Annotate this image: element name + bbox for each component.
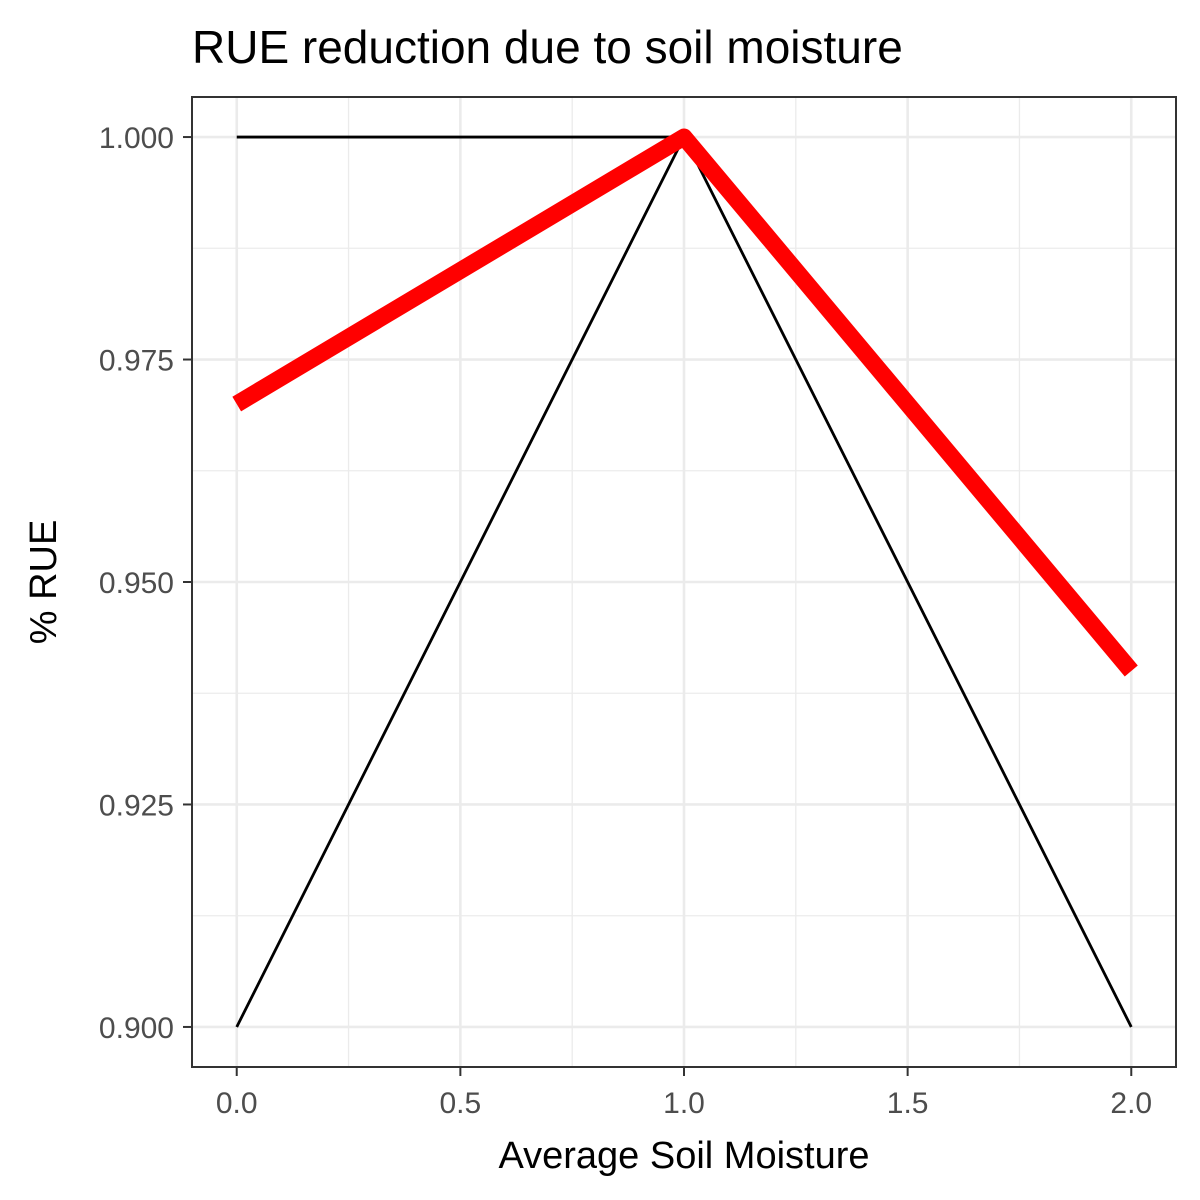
- x-axis-title: Average Soil Moisture: [498, 1135, 869, 1177]
- x-tick-label: 0.0: [216, 1087, 258, 1120]
- x-axis-ticks: 0.0 0.5 1.0 1.5 2.0: [216, 1067, 1152, 1120]
- y-tick-label: 0.975: [99, 345, 174, 378]
- y-tick-label: 0.950: [99, 567, 174, 600]
- series-lines: [232, 128, 1138, 1028]
- y-tick-label: 0.900: [99, 1012, 174, 1045]
- y-tick-label: 1.000: [99, 122, 174, 155]
- x-tick-label: 0.5: [440, 1087, 482, 1120]
- y-axis-ticks: 0.900 0.925 0.950 0.975 1.000: [99, 122, 192, 1045]
- series-line-3: [232, 128, 1138, 677]
- y-tick-label: 0.925: [99, 789, 174, 822]
- x-tick-label: 2.0: [1110, 1087, 1152, 1120]
- x-tick-label: 1.5: [887, 1087, 929, 1120]
- x-tick-label: 1.0: [663, 1087, 705, 1120]
- y-axis-title: % RUE: [23, 520, 65, 645]
- chart-title: RUE reduction due to soil moisture: [192, 21, 903, 73]
